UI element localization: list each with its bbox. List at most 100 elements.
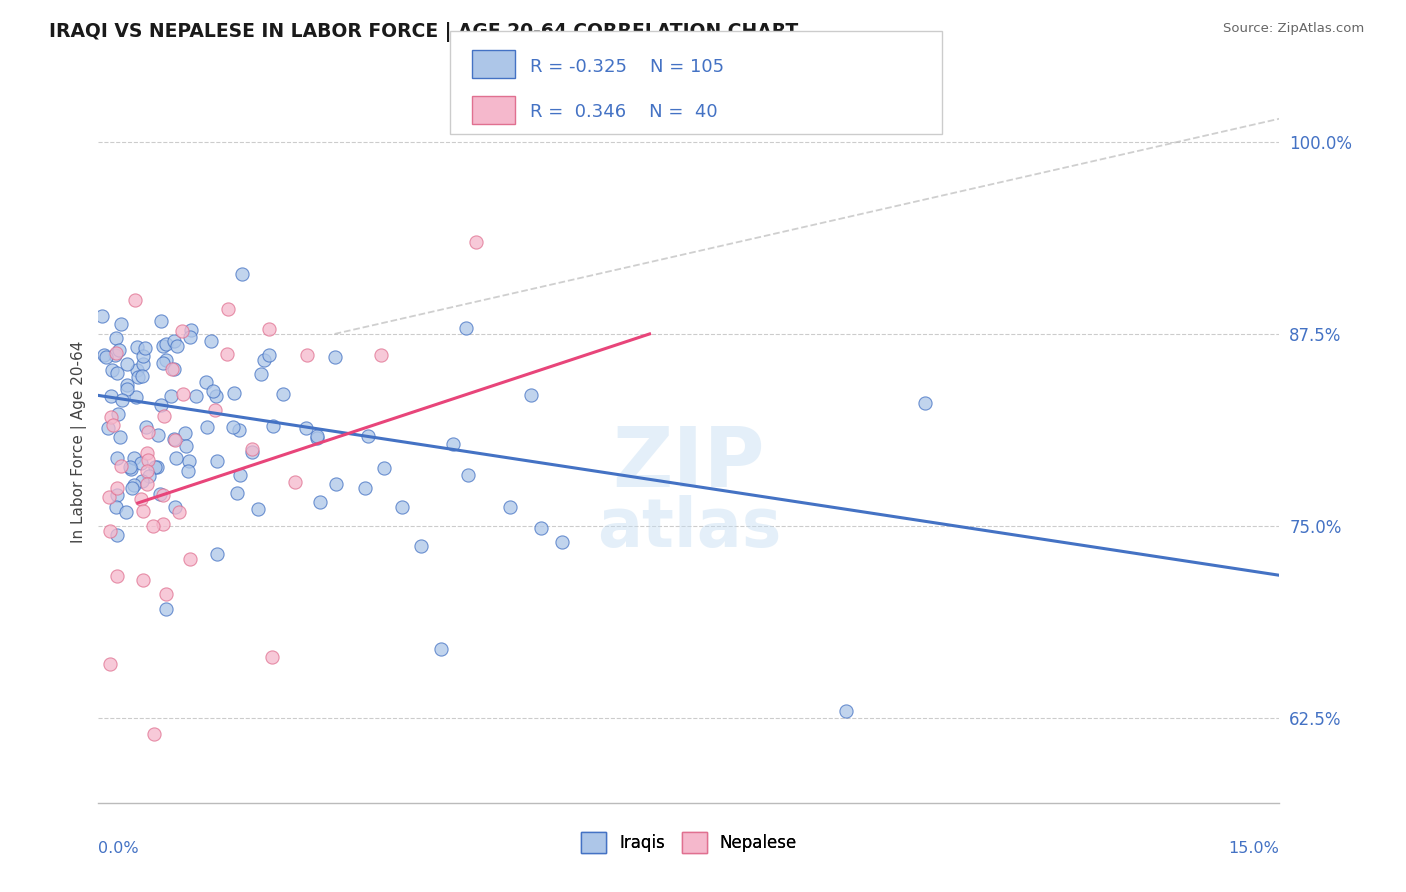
Point	[152, 488, 174, 502]
Point	[107, 407, 129, 421]
Point	[499, 500, 522, 515]
Point	[179, 329, 201, 343]
Point	[200, 334, 222, 349]
Point	[101, 418, 124, 433]
Point	[194, 375, 217, 389]
Point	[122, 450, 145, 465]
Point	[217, 347, 239, 361]
Point	[120, 461, 142, 475]
Point	[127, 370, 149, 384]
Point	[98, 657, 121, 671]
Point	[247, 502, 270, 516]
Point	[204, 403, 226, 417]
Point	[163, 500, 186, 515]
Point	[253, 353, 276, 368]
Point	[105, 366, 128, 380]
Point	[163, 362, 186, 376]
Point	[172, 387, 194, 401]
Point	[104, 331, 127, 345]
Point	[132, 357, 155, 371]
Point	[135, 420, 157, 434]
Point	[143, 460, 166, 475]
Point	[136, 425, 159, 439]
Point	[174, 439, 197, 453]
Text: IRAQI VS NEPALESE IN LABOR FORCE | AGE 20-64 CORRELATION CHART: IRAQI VS NEPALESE IN LABOR FORCE | AGE 2…	[49, 22, 799, 42]
Text: 0.0%: 0.0%	[98, 841, 139, 856]
Point	[257, 348, 280, 362]
Point	[115, 357, 138, 371]
Point	[356, 429, 378, 443]
Point	[108, 343, 131, 357]
Point	[242, 445, 264, 459]
Point	[297, 348, 319, 362]
Point	[150, 314, 173, 328]
Point	[146, 459, 169, 474]
Point	[146, 428, 169, 442]
Point	[249, 367, 271, 381]
Point	[354, 481, 377, 495]
Point	[121, 481, 143, 495]
Point	[125, 390, 148, 404]
Point	[131, 474, 153, 488]
Point	[260, 649, 283, 664]
Point	[159, 388, 181, 402]
Point	[224, 386, 246, 401]
Point	[142, 726, 165, 740]
Point	[167, 505, 190, 519]
Point	[93, 348, 115, 362]
Point	[110, 317, 132, 331]
Point	[125, 340, 148, 354]
Point	[309, 495, 332, 509]
Point	[98, 524, 121, 538]
Point	[117, 382, 139, 396]
Text: ZIP: ZIP	[613, 423, 765, 504]
Point	[184, 389, 207, 403]
Point	[91, 309, 114, 323]
Point	[153, 409, 176, 423]
Point	[104, 348, 127, 362]
Point	[125, 362, 148, 376]
Point	[97, 421, 120, 435]
Point	[105, 568, 128, 582]
Point	[551, 535, 574, 549]
Point	[100, 409, 122, 424]
Point	[222, 420, 245, 434]
Point	[204, 389, 226, 403]
Point	[100, 389, 122, 403]
Point	[370, 347, 392, 361]
Point	[226, 485, 249, 500]
Point	[152, 516, 174, 531]
Point	[111, 393, 134, 408]
Point	[456, 320, 478, 334]
Point	[162, 361, 184, 376]
Legend: Iraqis, Nepalese: Iraqis, Nepalese	[574, 826, 804, 860]
Point	[166, 339, 188, 353]
Text: R = -0.325    N = 105: R = -0.325 N = 105	[530, 58, 724, 76]
Point	[914, 396, 936, 410]
Point	[530, 521, 553, 535]
Point	[163, 334, 186, 349]
Y-axis label: In Labor Force | Age 20-64: In Labor Force | Age 20-64	[72, 341, 87, 542]
Point	[202, 384, 225, 399]
Point	[179, 552, 201, 566]
Point	[257, 322, 280, 336]
Point	[165, 450, 187, 465]
Point	[124, 293, 146, 307]
Point	[228, 423, 250, 437]
Point	[170, 324, 193, 338]
Point	[155, 601, 177, 615]
Point	[163, 433, 186, 447]
Point	[107, 481, 129, 495]
Point	[177, 464, 200, 478]
Point	[155, 587, 177, 601]
Point	[373, 461, 395, 475]
Point	[97, 490, 120, 504]
Point	[441, 437, 464, 451]
Point	[391, 500, 413, 515]
Point	[262, 419, 284, 434]
Point	[519, 387, 541, 401]
Point	[149, 398, 172, 412]
Point	[105, 500, 128, 514]
Point	[149, 487, 172, 501]
Point	[142, 519, 165, 533]
